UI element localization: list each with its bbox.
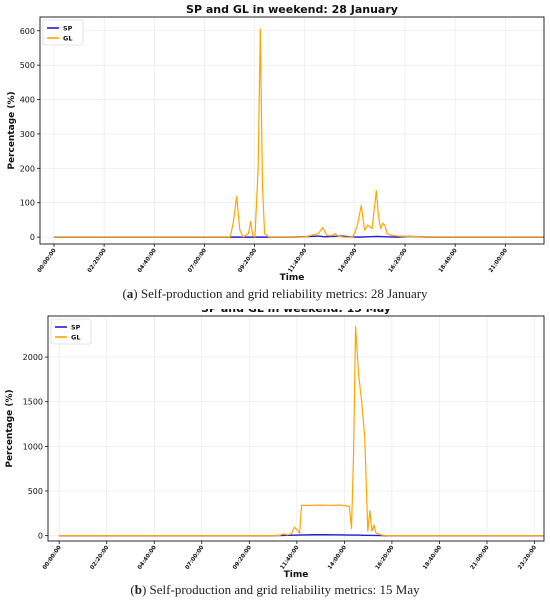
x-tick-group: 14:00:00: [327, 545, 348, 571]
plot-frame: [39, 16, 545, 245]
x-tick-group: 07:00:00: [187, 248, 208, 274]
legend-label-sp: SP: [63, 24, 73, 32]
y-tick-label: 1000: [23, 442, 43, 451]
x-tick-label: 07:00:00: [185, 545, 206, 571]
x-tick-label: 14:00:00: [338, 248, 359, 274]
x-tick-label: 11:40:00: [287, 248, 308, 274]
x-tick-group: 09:20:00: [232, 545, 253, 571]
caption-a-label: a: [126, 286, 134, 301]
x-tick-group: 21:00:00: [470, 545, 491, 571]
x-tick-label: 09:20:00: [232, 545, 253, 571]
y-tick-label: 500: [28, 487, 43, 496]
x-tick-label: 11:40:00: [280, 545, 301, 571]
x-tick-group: 14:00:00: [338, 248, 359, 274]
x-tick-label: 14:00:00: [327, 545, 348, 571]
x-tick-group: 02:20:00: [87, 248, 108, 274]
x-tick-label: 02:20:00: [89, 545, 110, 571]
x-tick-group: 00:00:00: [42, 545, 63, 571]
y-tick-label: 200: [20, 164, 35, 173]
x-tick-label: 04:40:00: [137, 545, 158, 571]
y-tick-label: 2000: [23, 353, 43, 362]
series-line-sp: [53, 235, 544, 238]
x-axis-label: Time: [280, 273, 305, 283]
x-tick-group: 18:40:00: [438, 248, 459, 274]
x-tick-group: 04:40:00: [137, 248, 158, 274]
x-tick-group: 02:20:00: [89, 545, 110, 571]
x-tick-group: 18:40:00: [422, 545, 443, 571]
x-tick-group: 16:20:00: [388, 248, 409, 274]
plot-frame: [47, 315, 545, 542]
chart-b: SP and GL in weekend: 15 May 0 500 1000 1500…: [5, 302, 545, 580]
x-tick-group: 07:00:00: [185, 545, 206, 571]
caption-b-text: Self-production and grid reliability met…: [149, 582, 420, 597]
x-tick-group: 11:40:00: [280, 545, 301, 571]
x-tick-label: 16:20:00: [375, 545, 396, 571]
x-tick-label: 18:40:00: [422, 545, 443, 571]
x-tick-group: 16:20:00: [375, 545, 396, 571]
chart-title: SP and GL in weekend: 28 January: [186, 3, 398, 16]
legend: SP GL: [50, 318, 92, 345]
x-tick-group: 09:20:00: [237, 248, 258, 274]
y-axis-label: Percentage (%): [5, 389, 15, 467]
x-tick-label: 09:20:00: [237, 248, 258, 274]
chart-panel-b: SP and GL in weekend: 15 May 0 500 1000 1500…: [0, 302, 550, 602]
caption-a: (a) Self-production and grid reliability…: [122, 286, 428, 301]
legend-label-gl: GL: [63, 34, 72, 42]
x-tick-label: 04:40:00: [137, 248, 158, 274]
y-tick-label: 100: [20, 199, 35, 208]
series-line-gl: [53, 28, 544, 238]
y-tick-label: 1500: [23, 398, 43, 407]
y-tick-label: 300: [20, 130, 35, 139]
x-tick-group: 04:40:00: [137, 545, 158, 571]
x-tick-label: 16:20:00: [388, 248, 409, 274]
chart-title: SP and GL in weekend: 15 May: [201, 309, 391, 315]
x-tick-group: 00:00:00: [37, 248, 58, 274]
x-axis-label: Time: [284, 570, 309, 579]
x-tick-label: 21:00:00: [488, 248, 509, 274]
legend-label-gl: GL: [71, 333, 80, 341]
legend: SP GL: [42, 19, 84, 46]
x-tick-label: 02:20:00: [87, 248, 108, 274]
caption-b-label: b: [134, 582, 142, 597]
x-tick-group: 23:20:00: [517, 545, 538, 571]
x-tick-label: 00:00:00: [42, 545, 63, 571]
x-tick-label: 00:00:00: [37, 248, 58, 274]
y-tick-label: 0: [30, 233, 35, 242]
y-tick-label: 500: [20, 61, 35, 70]
caption-b: (b) Self-production and grid reliability…: [130, 582, 420, 597]
x-tick-label: 07:00:00: [187, 248, 208, 274]
x-tick-label: 23:20:00: [517, 545, 538, 571]
y-axis-label: Percentage (%): [7, 91, 17, 169]
caption-a-text: Self-production and grid reliability met…: [140, 286, 428, 301]
y-tick-label: 0: [38, 532, 43, 541]
x-tick-label: 18:40:00: [438, 248, 459, 274]
y-tick-label: 400: [20, 96, 35, 105]
x-tick-group: 11:40:00: [287, 248, 308, 274]
chart-a: SP and GL in weekend: 28 January 0 100 200 3…: [7, 3, 545, 283]
legend-label-sp: SP: [71, 323, 81, 331]
y-tick-label: 600: [20, 27, 35, 36]
x-tick-group: 21:00:00: [488, 248, 509, 274]
x-tick-label: 21:00:00: [470, 545, 491, 571]
series-line-gl: [59, 326, 544, 537]
chart-panel-a: SP and GL in weekend: 28 January 0 100 200 3…: [7, 3, 545, 301]
